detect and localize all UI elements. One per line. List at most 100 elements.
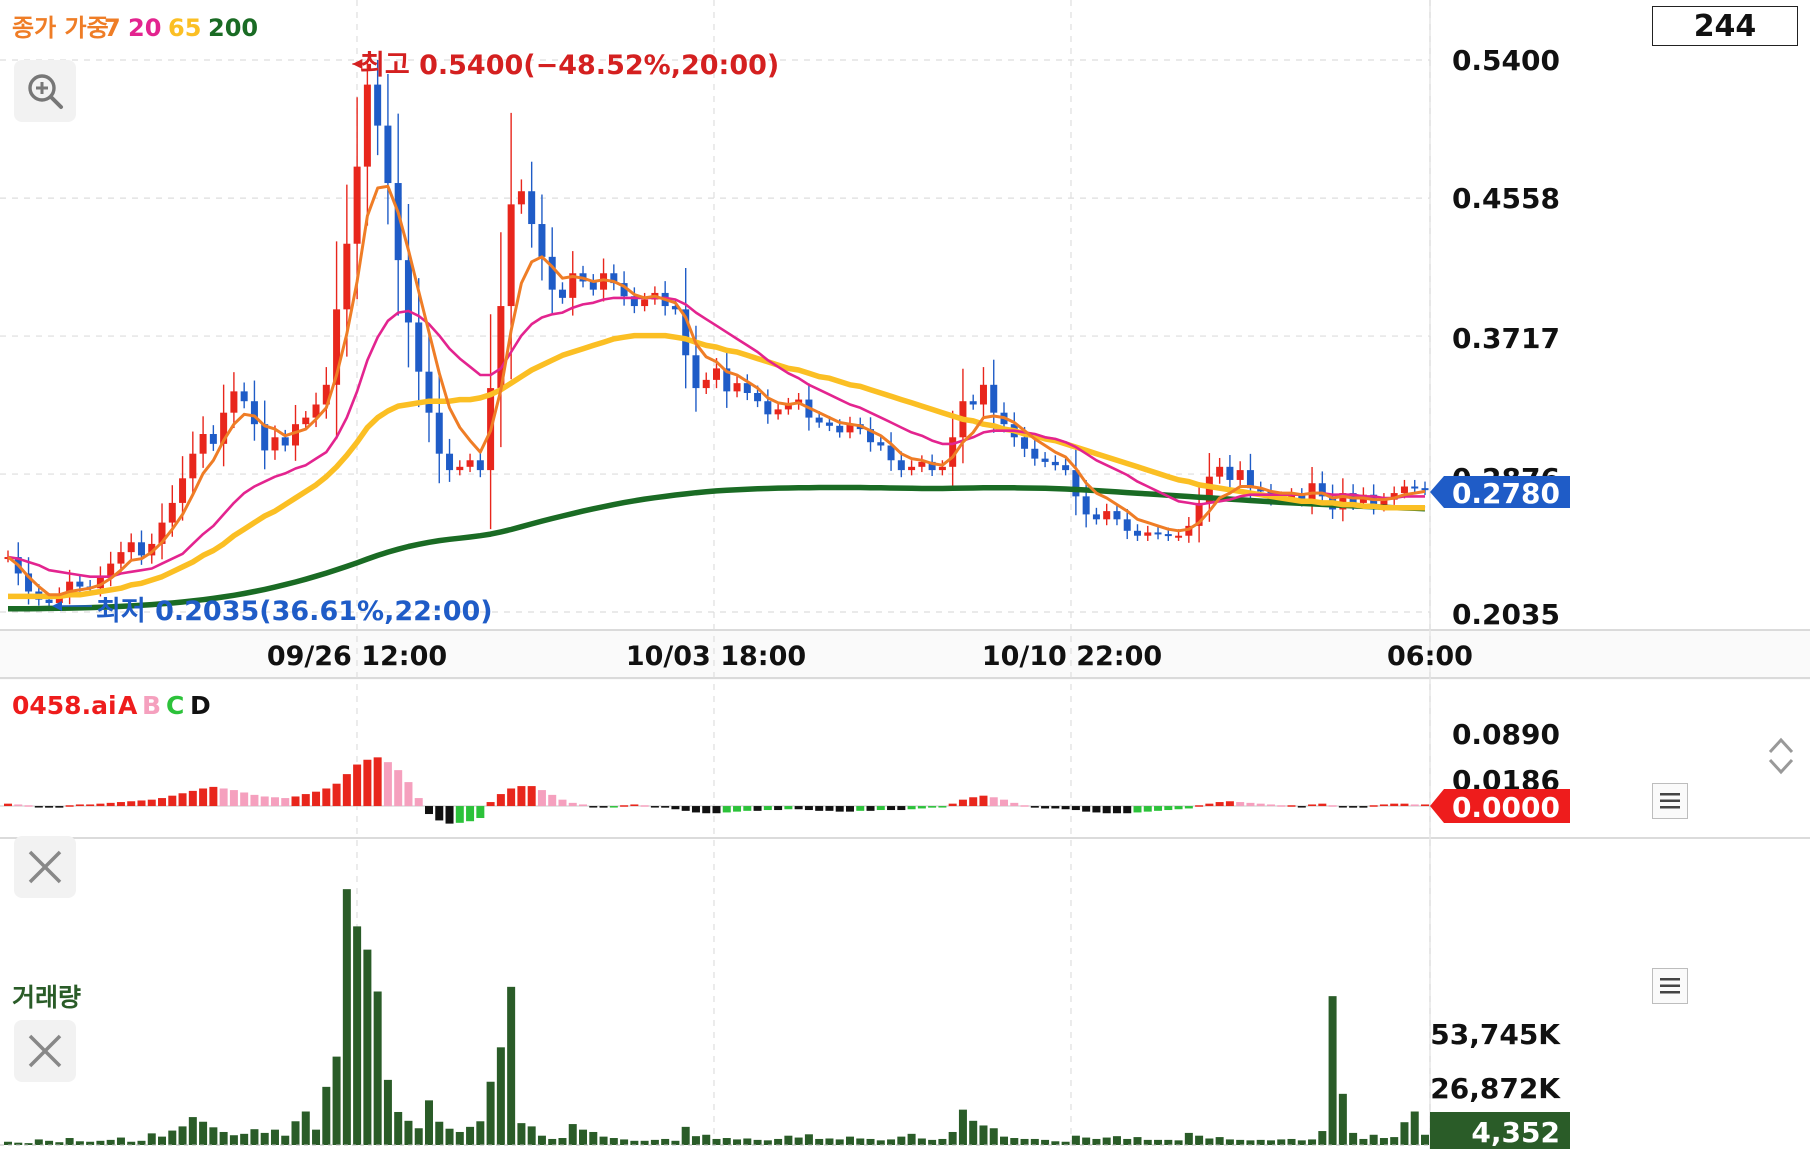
low-annotation: 최저 0.2035(36.61%,22:00)	[96, 596, 493, 627]
candle-body	[1298, 494, 1306, 502]
volume-bar	[383, 1079, 392, 1145]
candle-body	[620, 283, 628, 297]
axis-scroll-control[interactable]	[1760, 734, 1802, 778]
ma-line-200	[8, 484, 1426, 612]
candle-body	[1144, 532, 1152, 536]
volume-bar	[435, 1121, 444, 1145]
osc-bar	[158, 798, 167, 807]
volume-bar	[825, 1138, 834, 1145]
volume-bar	[784, 1135, 793, 1145]
osc-bar	[14, 804, 23, 807]
time-axis-label: 09/26 12:00	[267, 641, 447, 672]
volume-bar	[753, 1139, 762, 1145]
osc-bar	[383, 762, 392, 807]
candle-body	[1123, 519, 1131, 531]
osc-bar	[281, 798, 290, 807]
candle-body	[1185, 525, 1193, 536]
osc-bar	[517, 786, 526, 807]
candle-body	[250, 401, 258, 425]
osc-legend-item: B	[142, 691, 161, 720]
osc-bar	[1266, 804, 1275, 807]
candle-body	[897, 460, 905, 471]
osc-bar	[733, 806, 742, 812]
candle-body	[1164, 534, 1172, 537]
volume-bar	[1071, 1135, 1080, 1145]
osc-menu-button[interactable]	[1652, 783, 1688, 819]
osc-legend-item: A	[118, 691, 138, 720]
volume-bar	[579, 1129, 588, 1145]
volume-bar	[1297, 1140, 1306, 1145]
osc-bar	[75, 804, 84, 807]
candle-body	[435, 412, 443, 454]
osc-bar	[1082, 806, 1091, 812]
candle-body	[1288, 494, 1296, 498]
osc-bar	[763, 806, 772, 811]
candle-body	[1092, 514, 1100, 520]
volume-bar	[1390, 1137, 1399, 1145]
candles	[4, 60, 1429, 609]
volume-close-button[interactable]	[14, 1020, 76, 1082]
candle-body	[938, 466, 946, 471]
volume-bar	[455, 1131, 464, 1145]
osc-bar	[445, 806, 454, 824]
osc-bar	[476, 806, 485, 819]
osc-bar	[270, 797, 279, 807]
candle-body	[1154, 532, 1162, 535]
osc-bar	[917, 806, 926, 809]
volume-bar	[1215, 1137, 1224, 1145]
osc-bar	[332, 783, 341, 807]
volume-bar	[496, 1047, 505, 1145]
candle-body	[404, 260, 412, 323]
osc-legend-item: C	[166, 691, 184, 720]
volume-bar	[1061, 1141, 1070, 1145]
volume-bar	[527, 1126, 536, 1145]
osc-close-button[interactable]	[14, 836, 76, 898]
volume-title: 거래량	[12, 983, 81, 1012]
candle-body	[867, 429, 875, 443]
volume-bar	[630, 1140, 639, 1145]
candle-body	[76, 581, 84, 587]
candle-body	[928, 461, 936, 471]
osc-bar	[589, 806, 598, 808]
ma-line-65	[8, 332, 1425, 600]
volume-bar	[168, 1130, 177, 1145]
osc-bar	[1112, 806, 1121, 814]
volume-bar	[466, 1126, 475, 1145]
volume-axis-label: 26,872K	[1430, 1072, 1561, 1105]
volume-current-tag	[1430, 1112, 1570, 1149]
volume-menu-button[interactable]	[1652, 968, 1688, 1004]
candle-body	[671, 306, 679, 310]
osc-bar	[650, 806, 659, 808]
volume-bar	[86, 1141, 95, 1145]
osc-bar	[887, 806, 896, 811]
osc-bar	[1143, 806, 1152, 812]
osc-bar	[147, 799, 156, 807]
osc-bar	[1205, 803, 1214, 807]
scroll-arrows-icon	[1768, 737, 1794, 775]
volume-bar	[1318, 1131, 1327, 1145]
candle-count-box[interactable]: 244	[1652, 6, 1798, 46]
candle-body	[456, 466, 464, 471]
volume-bar	[424, 1100, 433, 1145]
osc-bar	[466, 806, 475, 822]
candle-body	[1226, 466, 1234, 480]
candle-body	[825, 422, 833, 426]
osc-bar	[609, 806, 618, 808]
zoom-in-button[interactable]	[14, 60, 76, 122]
osc-bar	[486, 802, 495, 807]
candle-body	[220, 412, 228, 444]
candle-body	[1175, 535, 1183, 538]
volume-bar	[1338, 1093, 1347, 1145]
volume-bar	[1225, 1139, 1234, 1145]
candle-body	[600, 273, 608, 290]
candle-body	[322, 384, 330, 405]
volume-bar	[301, 1111, 310, 1145]
candle-body	[1421, 488, 1429, 491]
volume-bar	[322, 1086, 331, 1145]
volume-bar	[907, 1133, 916, 1145]
osc-bar	[537, 790, 546, 807]
volume-bar	[1051, 1141, 1060, 1145]
zoom-in-icon	[28, 74, 63, 109]
volume-bar	[363, 949, 372, 1145]
